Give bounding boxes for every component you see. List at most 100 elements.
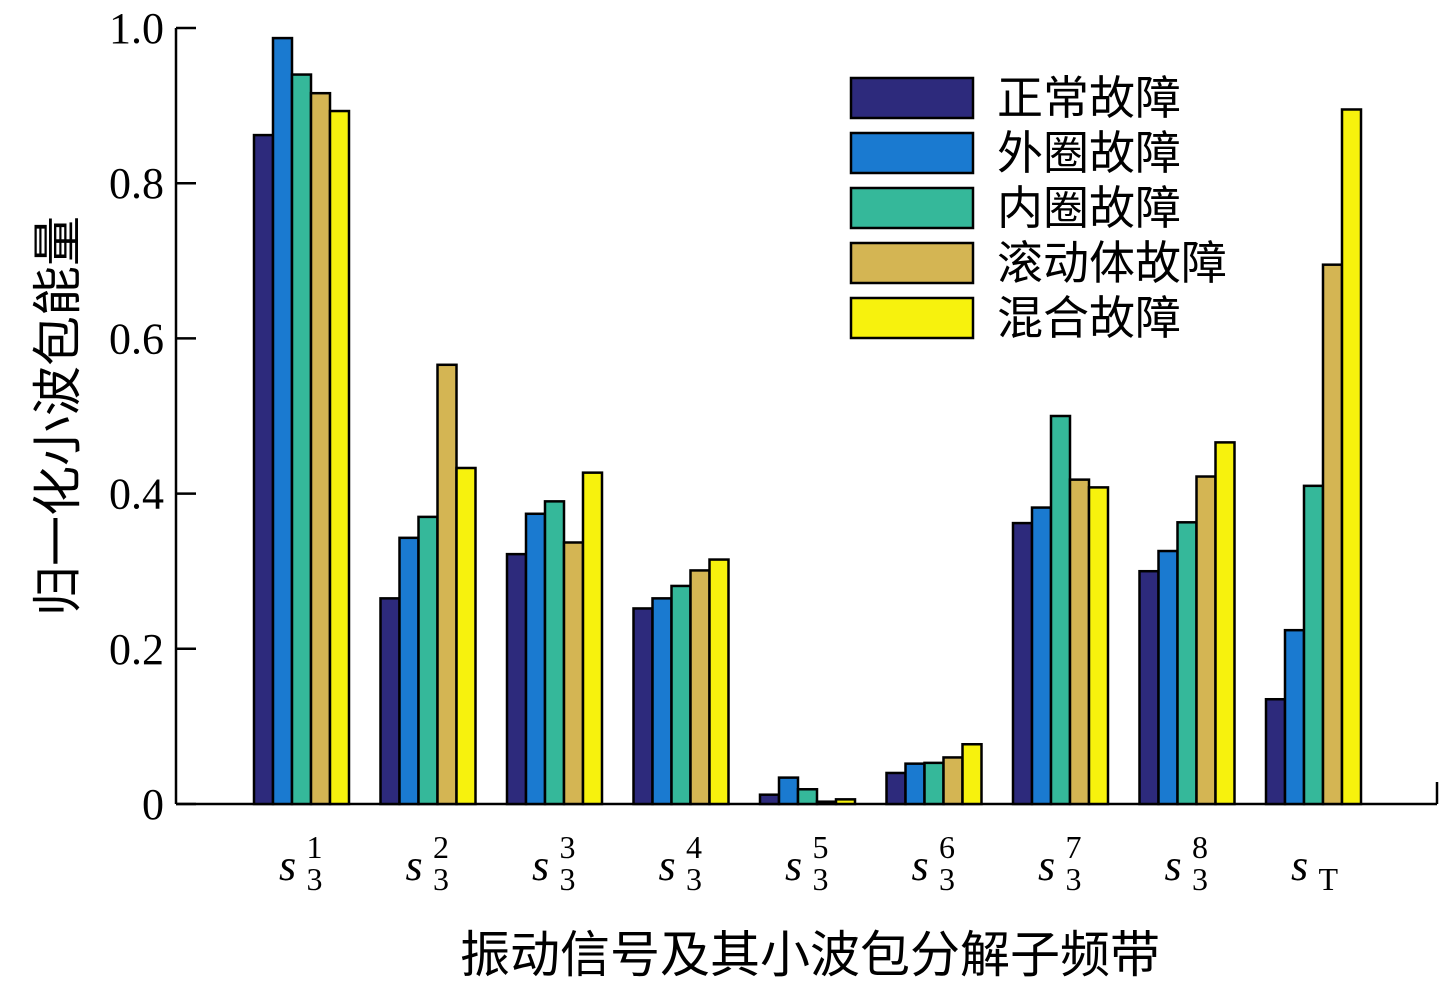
category-symbol: s [1291, 841, 1308, 890]
bar [1049, 414, 1072, 806]
bars [252, 36, 1363, 806]
category-subscript: 3 [939, 861, 955, 897]
y-tick-label: 0.8 [109, 159, 164, 208]
x-category-label: s 32 [405, 829, 449, 897]
category-superscript: 1 [307, 829, 323, 865]
bar [1214, 441, 1236, 806]
y-tick-label: 0.2 [109, 625, 164, 674]
x-category-label: s 33 [532, 829, 576, 897]
legend-swatch [849, 76, 975, 120]
y-ticks: 0 0.2 0.4 0.6 0.8 1.0 [109, 4, 196, 829]
bar [1302, 484, 1325, 806]
category-subscript: 3 [1192, 861, 1208, 897]
bar [505, 552, 528, 806]
bar [252, 133, 275, 806]
category-symbol: s [279, 841, 296, 890]
y-tick-label: 0.4 [109, 470, 164, 519]
category-symbol: s [658, 841, 675, 890]
bar [290, 73, 313, 806]
category-subscript: 3 [560, 861, 576, 897]
bar [1087, 486, 1110, 806]
bar [1157, 549, 1179, 806]
category-superscript: 7 [1066, 829, 1082, 865]
legend-swatch [849, 186, 975, 230]
bar [562, 541, 585, 806]
bar [689, 569, 711, 806]
category-symbol: s [532, 841, 549, 890]
category-superscript: 8 [1192, 829, 1208, 865]
category-superscript: 3 [560, 829, 576, 865]
bar [632, 607, 654, 806]
category-symbol: s [1164, 841, 1181, 890]
bar [885, 771, 907, 806]
category-subscript: 3 [686, 861, 702, 897]
legend-item: 混合故障 [849, 291, 1181, 345]
x-category-labels: s 31 s 32 s 33 s 34 s 35 s 36 s 37 s 38 s T [279, 829, 1339, 897]
bar [815, 800, 838, 806]
axes [174, 28, 1439, 806]
bar [1138, 569, 1160, 806]
bar [1340, 108, 1363, 806]
bar [436, 363, 458, 806]
bar [524, 512, 547, 806]
bar [271, 36, 294, 806]
legend-label: 混合故障 [997, 291, 1181, 345]
legend-swatch [849, 241, 975, 285]
bar [961, 742, 983, 806]
bar [398, 536, 420, 806]
bar [708, 558, 730, 806]
category-subscript: 3 [433, 861, 449, 897]
bar [796, 788, 819, 806]
y-axis-title: 归一化小波包能量 [29, 216, 87, 616]
bar [1068, 478, 1091, 806]
y-tick-label: 0.6 [109, 314, 164, 363]
category-symbol: s [1038, 841, 1055, 890]
bar [417, 515, 439, 806]
bar [1030, 506, 1053, 806]
category-symbol: s [911, 841, 928, 890]
legend-item: 正常故障 [849, 71, 1181, 125]
x-category-label: s 36 [911, 829, 955, 897]
legend-swatch [849, 131, 975, 175]
bar [543, 500, 566, 806]
bar [942, 756, 964, 806]
bar [670, 584, 692, 806]
bar [923, 761, 945, 806]
legend-label: 正常故障 [997, 71, 1181, 125]
category-symbol: s [785, 841, 802, 890]
category-subscript: 3 [1066, 861, 1082, 897]
legend-swatch [849, 296, 975, 340]
category-symbol: s [405, 841, 422, 890]
x-category-label: s 37 [1038, 829, 1082, 897]
category-superscript: 6 [939, 829, 955, 865]
legend-item: 滚动体故障 [849, 236, 1227, 290]
category-subscript: 3 [307, 861, 323, 897]
x-category-label: s 31 [279, 829, 323, 897]
bar [1283, 628, 1306, 806]
legend-item: 外圈故障 [849, 126, 1181, 180]
bar [455, 466, 477, 806]
category-superscript: 5 [813, 829, 829, 865]
bar [904, 762, 926, 806]
bar [777, 776, 800, 806]
bar [328, 109, 351, 806]
legend-item: 内圈故障 [849, 181, 1181, 235]
category-superscript: 2 [433, 829, 449, 865]
y-tick-label: 0 [142, 780, 164, 829]
bar [1195, 475, 1217, 806]
bar [834, 798, 857, 806]
y-tick-label: 1.0 [109, 4, 164, 53]
bar [651, 597, 673, 806]
bar [581, 471, 604, 806]
category-superscript: 4 [686, 829, 702, 865]
bar [1176, 521, 1198, 806]
x-category-label: s 35 [785, 829, 829, 897]
bar [309, 91, 332, 806]
category-subscript: 3 [813, 861, 829, 897]
bar [758, 793, 781, 806]
bar [379, 597, 401, 806]
x-category-label: s 34 [658, 829, 702, 897]
